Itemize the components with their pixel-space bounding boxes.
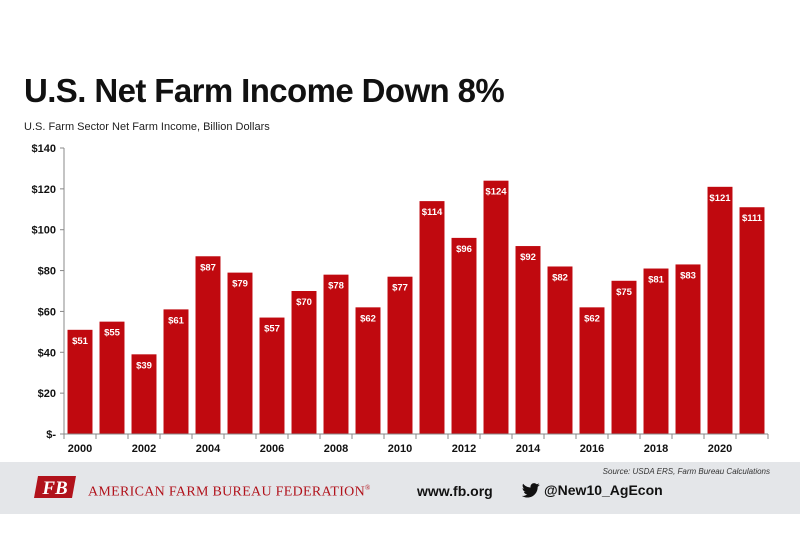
x-tick-label: 2016 [580, 443, 604, 455]
bar-data-label: $77 [392, 283, 408, 294]
bar-data-label: $78 [328, 281, 344, 292]
x-tick-label: 2004 [196, 443, 221, 455]
organization-name: AMERICAN FARM BUREAU FEDERATION® [88, 484, 371, 501]
bar-data-label: $57 [264, 324, 280, 335]
y-tick-label: $120 [32, 184, 56, 196]
bar-data-label: $62 [360, 313, 376, 324]
x-tick-label: 2018 [644, 443, 668, 455]
x-tick-label: 2008 [324, 443, 348, 455]
y-tick-label: $- [46, 429, 56, 441]
website-link[interactable]: www.fb.org [417, 483, 493, 499]
bar-data-label: $111 [742, 213, 763, 224]
organization-name-text: AMERICAN FARM BUREAU FEDERATION [88, 484, 366, 500]
bar-data-label: $39 [136, 360, 152, 371]
bar [707, 186, 733, 434]
bar-data-label: $55 [104, 328, 121, 339]
source-note: Source: USDA ERS, Farm Bureau Calculatio… [602, 467, 770, 476]
bar [387, 276, 413, 434]
bar-data-label: $96 [456, 244, 472, 255]
bar-data-label: $87 [200, 262, 216, 273]
twitter-handle-group[interactable]: @New10_AgEcon [522, 482, 663, 498]
bar [99, 321, 125, 434]
bar [163, 309, 189, 434]
chart-title: U.S. Net Farm Income Down 8% [24, 72, 505, 109]
x-tick-label: 2012 [452, 443, 476, 455]
bar [323, 274, 349, 434]
bar-data-label: $82 [552, 272, 568, 283]
bar-data-label: $81 [648, 275, 665, 286]
bar [579, 307, 605, 434]
x-tick-label: 2014 [516, 443, 541, 455]
bar [131, 354, 157, 434]
y-tick-label: $40 [38, 347, 56, 359]
bar [291, 291, 317, 434]
x-tick-label: 2010 [388, 443, 412, 455]
registered-mark: ® [365, 484, 371, 492]
bar [547, 266, 573, 434]
bar [515, 246, 541, 434]
y-tick-label: $100 [32, 225, 56, 237]
x-tick-label: 2002 [132, 443, 156, 455]
bar-chart: $-$20$40$60$80$100$120$140 $51$55$39$61$… [32, 143, 769, 455]
bar [643, 268, 669, 434]
bar-data-label: $62 [584, 313, 600, 324]
y-tick-label: $140 [32, 143, 56, 155]
bar-data-label: $114 [422, 207, 443, 218]
x-tick-label: 2006 [260, 443, 284, 455]
bar-data-label: $124 [485, 187, 507, 198]
twitter-handle-text: @New10_AgEcon [544, 482, 663, 498]
bar [67, 329, 93, 434]
y-tick-label: $80 [38, 266, 56, 278]
y-tick-label: $20 [38, 388, 56, 400]
bar [483, 180, 509, 434]
x-tick-label: 2000 [68, 443, 92, 455]
bar [451, 237, 477, 434]
bar-data-label: $92 [520, 252, 536, 263]
footer-bar [0, 462, 800, 514]
bar [739, 207, 765, 434]
fb-logo-icon: FB [34, 476, 76, 499]
y-axis: $- $20 $40 $60 $80 $100 $120 $140 [32, 143, 65, 441]
bar [611, 280, 637, 434]
bar-data-label: $83 [680, 270, 696, 281]
y-tick-label: $60 [38, 306, 56, 318]
bar [675, 264, 701, 434]
bar [419, 201, 445, 434]
bar-data-label: $51 [72, 336, 89, 347]
bar-data-label: $70 [296, 297, 312, 308]
bar [259, 317, 285, 434]
bar [195, 256, 221, 434]
bar-data-label: $79 [232, 279, 248, 290]
x-axis: 2000 2002 2004 2006 2008 2010 2012 2014 2016 2018… [63, 433, 769, 455]
twitter-bird-icon [522, 482, 540, 498]
bar [227, 272, 253, 434]
bar-data-label: $121 [709, 193, 731, 204]
bars-group: $51 $55 $39 $61 $87 $79 $57 $70 $78 $62 $77 $114 $96… [67, 180, 765, 434]
bar [355, 307, 381, 434]
bar-data-label: $61 [168, 315, 185, 326]
logo-text: FB [41, 478, 67, 499]
bar-data-label: $75 [616, 287, 633, 298]
x-tick-label: 2020 [708, 443, 732, 455]
chart-subtitle: U.S. Farm Sector Net Farm Income, Billio… [24, 121, 270, 133]
